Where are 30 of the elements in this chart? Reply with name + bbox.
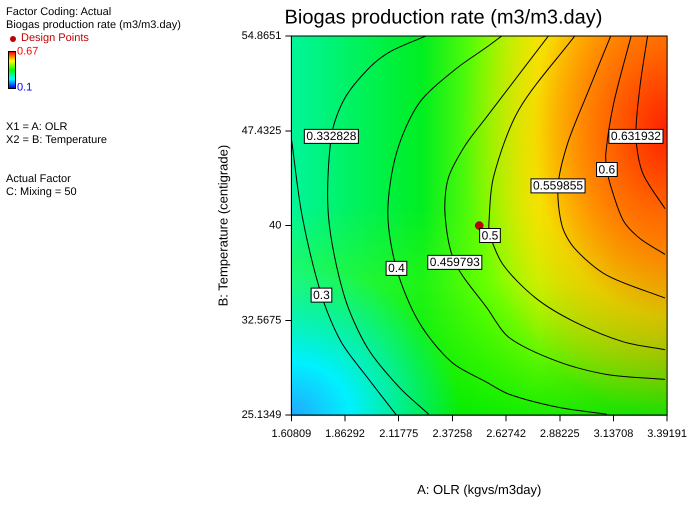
- x-tick-label: 3.39191: [647, 428, 687, 440]
- y-tick-label: 54.8651: [242, 30, 282, 42]
- text: C: Mixing = 50: [6, 186, 78, 199]
- x-tick-label: 3.13708: [594, 428, 634, 440]
- series-label: 0.631932: [610, 129, 662, 144]
- y-tick-label: 25.1349: [242, 409, 282, 422]
- series-label: 0.459793: [430, 255, 480, 270]
- x-tick-label: 2.88225: [540, 428, 580, 440]
- x-tick-label: 1.86292: [325, 428, 365, 440]
- text: X1 = A: OLR: [6, 121, 68, 134]
- text: X2 = B: Temperature: [6, 134, 108, 147]
- x-axis-title: A: OLR (kgvs/m3day): [417, 482, 542, 497]
- point: [474, 221, 484, 230]
- series-label: 0.559855: [532, 178, 584, 193]
- color-bar-label: 0.67: [17, 46, 38, 58]
- y-tick-label: 32.5675: [242, 314, 282, 326]
- text: Biogas production rate (m3/m3.day): [6, 19, 181, 32]
- x-tick-label: 2.37258: [432, 428, 472, 440]
- x-tick-label: 2.11775: [379, 428, 418, 440]
- y-tick-label: 40: [269, 220, 282, 232]
- series-label: 0.332828: [306, 129, 357, 144]
- x-tick-label: 2.62742: [486, 428, 526, 440]
- text: Actual Factor: [6, 173, 72, 186]
- y-axis-title: B: Temperature (centigrade): [215, 144, 230, 306]
- text: Factor Coding: Actual: [6, 6, 112, 19]
- y-tick-label: 47.4325: [242, 124, 282, 137]
- color-bar-label: 0.1: [17, 82, 32, 94]
- legend-label: Design Points: [20, 32, 90, 45]
- x-tick-label: 1.60809: [271, 428, 312, 440]
- chart-title: Biogas production rate (m3/m3.day): [284, 6, 602, 29]
